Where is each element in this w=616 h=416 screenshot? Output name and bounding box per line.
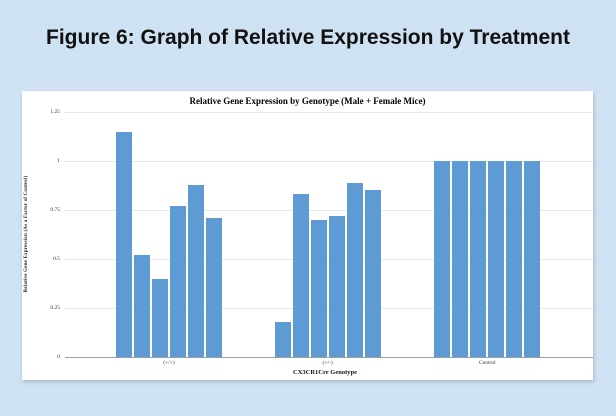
bar-(+/+)-2 bbox=[134, 255, 150, 357]
bar-(+/-)-2 bbox=[292, 194, 309, 357]
y-tick-label: 0.25 bbox=[50, 305, 60, 311]
bar-(+/+)-4 bbox=[170, 206, 186, 357]
chart-panel: Relative Gene Expression by Genotype (Ma… bbox=[22, 91, 593, 380]
gridline bbox=[65, 111, 593, 113]
bar-(+/-)-3 bbox=[310, 219, 327, 357]
plot-area: (+/+) (+/-) Control CX3CR1Cre Genotype bbox=[65, 111, 593, 376]
bar-(+/-)-6 bbox=[364, 190, 381, 357]
bar-(+/-)-1 bbox=[274, 321, 291, 357]
bar-(+/+)-1 bbox=[116, 131, 132, 357]
bar-Control-6 bbox=[524, 161, 541, 357]
bar-(+/-)-4 bbox=[328, 215, 345, 357]
x-category-label: (+/+) bbox=[163, 360, 175, 366]
y-tick-label: 0.75 bbox=[50, 207, 60, 213]
y-tick-label: 1 bbox=[57, 158, 60, 164]
bar-(+/+)-5 bbox=[188, 184, 204, 357]
bar-(+/+)-6 bbox=[206, 217, 222, 357]
x-axis-line bbox=[65, 356, 593, 358]
bar-Control-5 bbox=[506, 161, 523, 357]
bar-Control-2 bbox=[452, 161, 469, 357]
gridline bbox=[65, 160, 593, 162]
y-tick-label: 0 bbox=[57, 354, 60, 360]
figure-title: Figure 6: Graph of Relative Expression b… bbox=[46, 26, 570, 49]
bar-Control-1 bbox=[434, 161, 451, 357]
bar-(+/+)-3 bbox=[152, 278, 168, 357]
bar-Control-3 bbox=[470, 161, 487, 357]
chart-title: Relative Gene Expression by Genotype (Ma… bbox=[189, 96, 426, 106]
y-tick-label: 1.25 bbox=[50, 109, 60, 115]
y-tick-label: 0.5 bbox=[53, 256, 60, 262]
x-axis-title: CX3CR1Cre Genotype bbox=[293, 369, 357, 376]
y-axis-ticks: 0 0.25 0.5 0.75 1 1.25 bbox=[22, 109, 62, 360]
x-category-label: (+/-) bbox=[322, 360, 333, 366]
bar-(+/-)-5 bbox=[346, 182, 363, 357]
x-category-label: Control bbox=[478, 360, 496, 366]
bar-Control-4 bbox=[488, 161, 505, 357]
gridline bbox=[65, 209, 593, 211]
